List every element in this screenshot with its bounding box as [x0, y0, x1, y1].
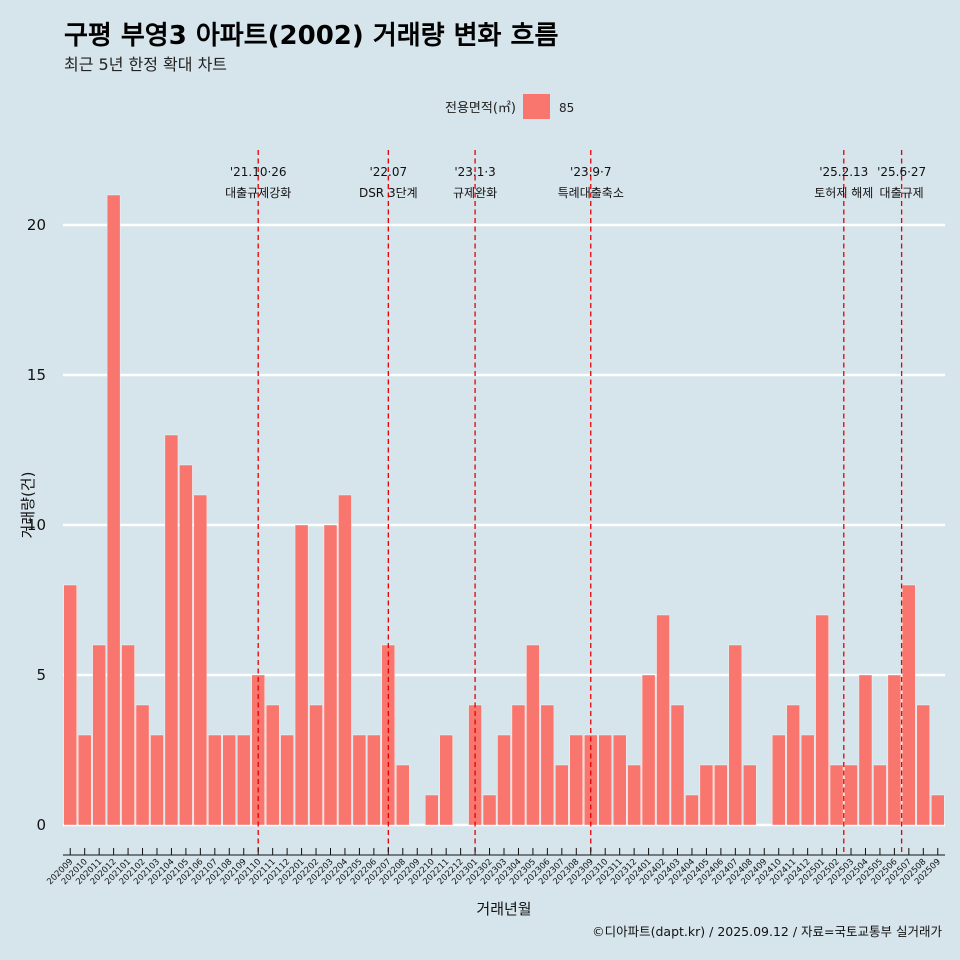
- y-tick-label: 20: [27, 216, 46, 234]
- bar: [772, 734, 786, 826]
- bar: [786, 704, 800, 826]
- bar: [598, 734, 612, 826]
- chart-subtitle: 최근 5년 한정 확대 차트: [64, 55, 227, 74]
- event-date: '23.9·7: [570, 165, 611, 179]
- x-axis-title: 거래년월: [476, 900, 531, 918]
- bar: [902, 584, 916, 826]
- y-tick-label: 10: [27, 516, 46, 534]
- bar: [540, 704, 555, 826]
- legend-swatch: [523, 94, 550, 119]
- legend: 전용면적(㎡) 85: [445, 94, 574, 119]
- legend-title: 전용면적(㎡): [445, 101, 516, 116]
- event-date: '23.1·3: [454, 165, 495, 179]
- bar: [352, 734, 367, 826]
- bar: [555, 764, 569, 826]
- bar: [844, 764, 858, 826]
- bar: [800, 734, 815, 826]
- event-label: DSR 3단계: [359, 186, 418, 200]
- bar: [829, 764, 844, 826]
- bar: [237, 734, 251, 826]
- bar: [916, 704, 931, 826]
- y-tick-label: 15: [27, 366, 46, 384]
- bar: [612, 734, 627, 826]
- chart-title: 구평 부영3 아파트(2002) 거래량 변화 흐름: [64, 21, 558, 51]
- bar: [396, 764, 410, 826]
- bar: [656, 614, 670, 826]
- bar: [931, 794, 945, 826]
- bars: [63, 194, 945, 826]
- bar: [482, 794, 497, 826]
- event-label: 규제완화: [453, 186, 497, 200]
- caption: ©디아파트(dapt.kr) / 2025.09.12 / 자료=국토교통부 실…: [592, 924, 942, 939]
- bar: [743, 764, 757, 826]
- event-label: 특례대출축소: [558, 186, 624, 200]
- bar: [208, 734, 222, 826]
- bar: [294, 524, 309, 826]
- bar: [338, 494, 352, 826]
- bar: [280, 734, 294, 826]
- y-axis: 0 5 10 15 20: [27, 216, 46, 834]
- y-axis-title: 거래량(건): [19, 472, 37, 539]
- event-date: '21.10·26: [230, 165, 287, 179]
- event-date: '25.6·27: [877, 165, 926, 179]
- bar: [526, 644, 540, 826]
- bar: [222, 734, 236, 826]
- bar: [728, 644, 743, 826]
- bar: [424, 794, 439, 826]
- bar: [714, 764, 728, 826]
- bar: [309, 704, 323, 826]
- event-label: 토허제 해제: [814, 186, 873, 200]
- bar: [670, 704, 685, 826]
- bar: [193, 494, 208, 826]
- bar: [858, 674, 873, 826]
- bar: [641, 674, 656, 826]
- bar: [699, 764, 714, 826]
- bar: [439, 734, 453, 826]
- bar: [627, 764, 641, 826]
- bar: [92, 644, 106, 826]
- event-label: 대출규제강화: [225, 186, 291, 200]
- bar: [164, 434, 179, 826]
- bar: [323, 524, 338, 826]
- event-label: 대출규제: [880, 186, 924, 200]
- x-axis: 2020092020102020112020122021012021022021…: [45, 848, 945, 887]
- bar: [106, 194, 121, 826]
- bar: [873, 764, 887, 826]
- y-tick-label: 5: [36, 666, 46, 684]
- bar: [685, 794, 699, 826]
- bar: [497, 734, 511, 826]
- bar: [569, 734, 584, 826]
- bar: [887, 674, 902, 826]
- event-date: '22.07: [369, 165, 407, 179]
- bar: [63, 584, 77, 826]
- bar: [121, 644, 135, 826]
- event-date: '25.2.13: [819, 165, 868, 179]
- bar: [179, 464, 193, 826]
- bar: [150, 734, 164, 826]
- legend-label: 85: [559, 101, 574, 115]
- bar: [135, 704, 150, 826]
- bar: [367, 734, 381, 826]
- y-tick-label: 0: [36, 816, 46, 834]
- bar: [265, 704, 280, 826]
- bar: [511, 704, 526, 826]
- bar: [815, 614, 829, 826]
- bar: [77, 734, 92, 826]
- event-markers: '21.10·26 대출규제강화 '22.07 DSR 3단계 '23.1·3 규제완화 '…: [225, 150, 926, 852]
